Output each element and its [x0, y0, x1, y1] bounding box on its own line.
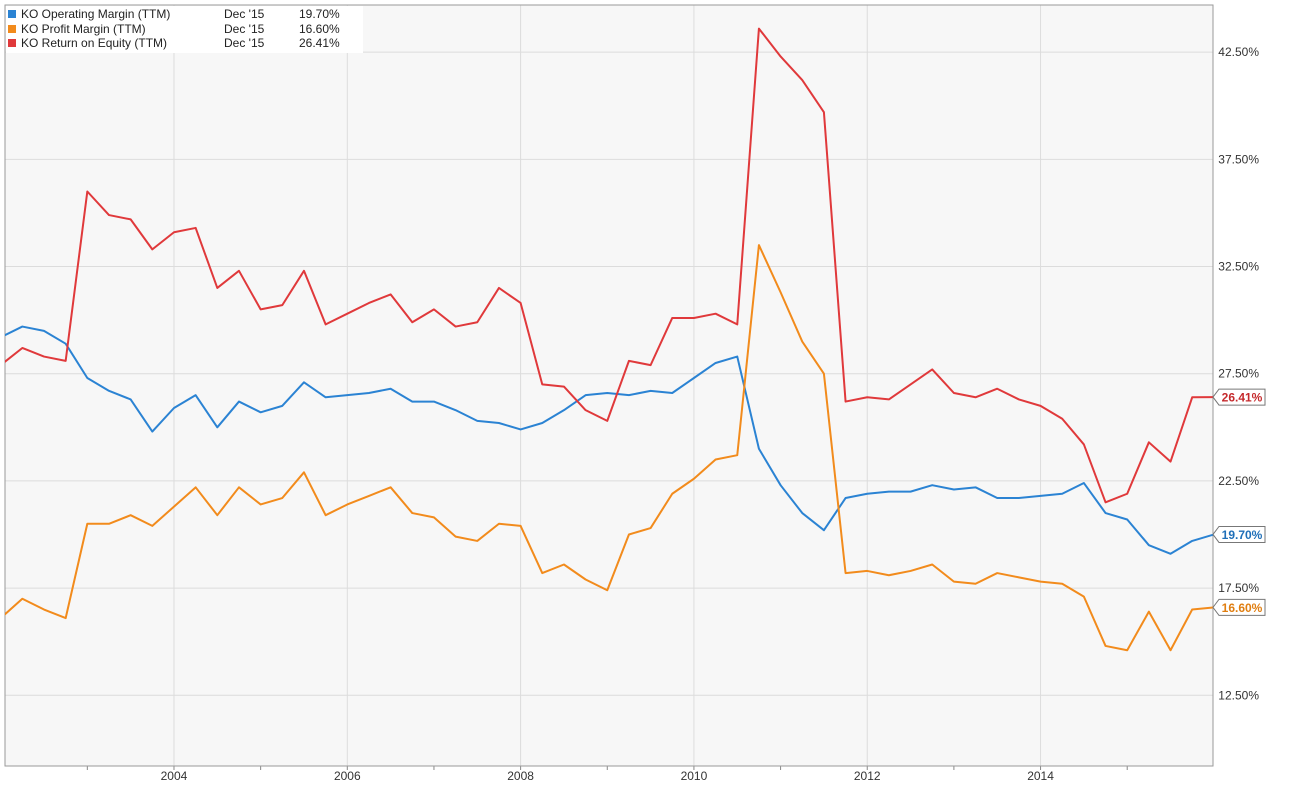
y-tick-label: 12.50% [1218, 688, 1259, 702]
legend-value: 19.70% [299, 7, 340, 21]
last-value-flag [1212, 525, 1266, 543]
last-value-flag [1212, 598, 1266, 616]
legend-date: Dec '15 [224, 36, 265, 50]
y-tick-label: 37.50% [1218, 152, 1259, 166]
y-tick-label: 22.50% [1218, 474, 1259, 488]
x-tick-label: 2012 [854, 769, 881, 783]
chart-legend: KO Operating Margin (TTM) Dec '15 19.70%… [6, 6, 363, 53]
legend-swatch-return-on-equity [8, 39, 16, 48]
legend-name: KO Operating Margin (TTM) [21, 7, 171, 21]
series-line-profit-margin [5, 244, 1213, 652]
series-line-return-on-equity [5, 27, 1213, 504]
last-value-label-profit-margin: 16.60% [1212, 598, 1266, 616]
legend-entry-operating-margin: KO Operating Margin (TTM) Dec '15 19.70% [8, 7, 359, 22]
y-tick-label: 17.50% [1218, 581, 1259, 595]
legend-name: KO Profit Margin (TTM) [21, 21, 146, 36]
last-value-text: 19.70% [1222, 528, 1263, 542]
legend-swatch-operating-margin [8, 10, 16, 19]
last-value-text: 16.60% [1222, 601, 1263, 615]
series-line-operating-margin [5, 325, 1213, 555]
x-tick-label: 2006 [334, 769, 361, 783]
y-tick-label: 32.50% [1218, 260, 1259, 274]
last-value-label-return-on-equity: 26.41% [1212, 388, 1266, 406]
legend-date: Dec '15 [224, 21, 265, 36]
x-tick-label: 2008 [507, 769, 534, 783]
legend-entry-return-on-equity: KO Return on Equity (TTM) Dec '15 26.41% [8, 36, 359, 51]
last-value-flag [1212, 388, 1266, 406]
legend-entry-profit-margin: KO Profit Margin (TTM) Dec '15 16.60% [8, 22, 359, 37]
last-value-text: 26.41% [1222, 391, 1263, 405]
last-value-label-operating-margin: 19.70% [1212, 525, 1266, 543]
legend-value: 16.60% [299, 21, 340, 36]
legend-date: Dec '15 [224, 7, 265, 21]
y-tick-label: 42.50% [1218, 45, 1259, 59]
legend-value: 26.41% [299, 36, 340, 50]
x-tick-label: 2004 [161, 769, 188, 783]
legend-swatch-profit-margin [8, 24, 16, 33]
y-tick-label: 27.50% [1218, 367, 1259, 381]
x-tick-label: 2010 [681, 769, 708, 783]
plot-frame [4, 4, 1214, 767]
legend-name: KO Return on Equity (TTM) [21, 36, 168, 50]
plot-background [5, 5, 1213, 766]
x-tick-label: 2014 [1027, 769, 1054, 783]
